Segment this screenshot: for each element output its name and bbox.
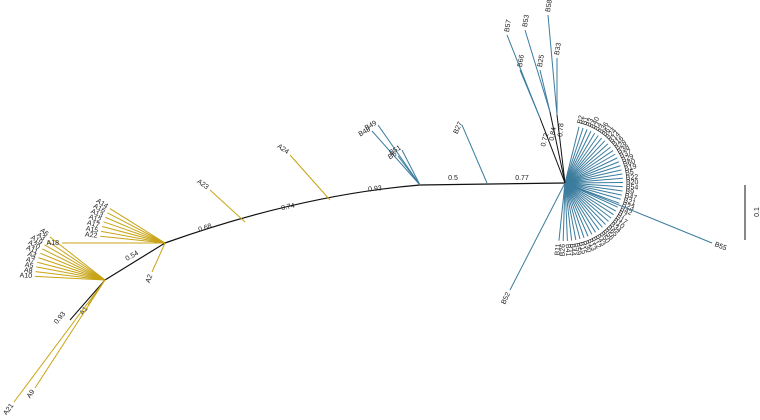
leaf-label: B58 — [545, 0, 554, 13]
leaf-label: B25 — [537, 54, 546, 68]
backbone — [105, 183, 565, 280]
branch — [525, 30, 550, 112]
leaf-label: A18 — [47, 240, 60, 247]
branch — [14, 280, 105, 402]
leaf-label: B53 — [522, 14, 531, 28]
scale-bar-label: 0.1 — [754, 207, 760, 217]
leaf-label: A9 — [26, 389, 37, 400]
branch — [107, 213, 165, 243]
branch — [510, 183, 565, 290]
leaf-label: B55 — [713, 241, 727, 252]
support-value: 0.77 — [515, 175, 529, 182]
leaf-label: B27 — [453, 121, 465, 135]
branch — [42, 249, 105, 280]
branch — [548, 15, 557, 115]
leaf-label: A21 — [2, 403, 15, 415]
leaf-label: B52 — [500, 291, 512, 305]
support-value: 0.68 — [198, 223, 213, 234]
leaf-label: A22 — [85, 231, 98, 239]
leaf-label: B66 — [517, 54, 526, 68]
branch — [507, 35, 540, 118]
branch — [462, 125, 487, 183]
branch — [210, 190, 245, 222]
support-value: 0.78 — [557, 123, 565, 137]
branch — [398, 156, 420, 185]
internal-branch — [70, 280, 105, 320]
support-value: 0.93 — [53, 311, 67, 326]
support-value: 0.74 — [281, 202, 296, 212]
branch — [290, 155, 330, 200]
branch — [35, 280, 105, 388]
leaf-label: A2 — [145, 274, 155, 285]
leaf-label: B57 — [504, 19, 513, 33]
leaf-label: A23 — [195, 178, 209, 191]
leaf-label: B33 — [554, 42, 563, 56]
leaf-label: B11 — [554, 243, 562, 256]
support-value: 0.93 — [368, 185, 382, 193]
leaf-label: A24 — [276, 143, 290, 156]
support-value: 0.5 — [448, 175, 458, 182]
support-value: 0.54 — [125, 250, 140, 263]
